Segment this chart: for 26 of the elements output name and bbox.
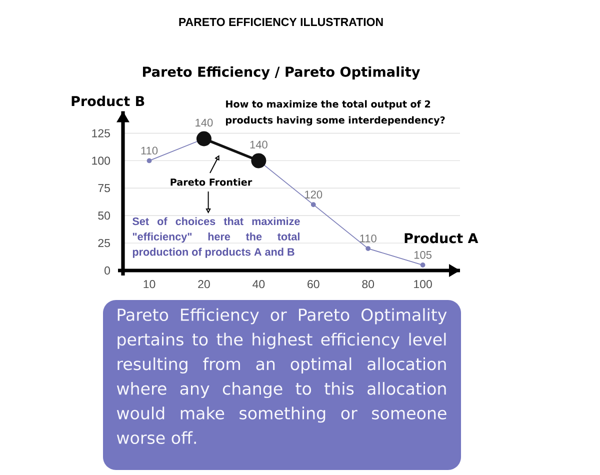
chart-title: PARETO EFFICIENCY ILLUSTRATION	[179, 18, 383, 26]
x-tick-label: 100	[414, 280, 432, 288]
annotation: 105	[414, 251, 432, 259]
annotation: How to maximize the total output of 2 products having some interdependency?	[226, 100, 445, 126]
x-tick-label: 20	[198, 280, 210, 288]
annotation: 120	[305, 190, 322, 198]
x-tick-label: 80	[362, 280, 374, 288]
y-tick-label: 100	[92, 156, 110, 165]
y-tick-label: 0	[104, 266, 110, 275]
annotation: Pareto Frontier	[170, 178, 252, 186]
annotation: 110	[141, 146, 158, 155]
text: Pareto Efficiency or Pareto Optimality pertains to the highest efficiency level resulting from an optimal allocation where any change to this allocation would make something or someone worse off.	[116, 308, 447, 444]
x-tick-label: 60	[308, 280, 320, 288]
y-tick-label: 50	[98, 212, 110, 220]
x-tick-label: 10	[144, 280, 156, 288]
y-tick-label: 25	[98, 238, 110, 248]
y-axis-title: Product B	[72, 96, 144, 106]
y-tick-label: 125	[92, 129, 110, 138]
annotation: Set of choices that maximize "efficiency" here the total production of products A and B	[132, 217, 300, 258]
x-axis-title: Product A	[404, 232, 478, 244]
annotation: 110	[360, 234, 376, 242]
x-tick-label: 40	[252, 280, 265, 288]
annotation: 140	[250, 140, 268, 149]
y-tick-label: 75	[98, 184, 110, 192]
annotation: 140	[196, 118, 213, 127]
chart-subtitle: Pareto Efficiency / Pareto Optimality	[142, 66, 420, 80]
